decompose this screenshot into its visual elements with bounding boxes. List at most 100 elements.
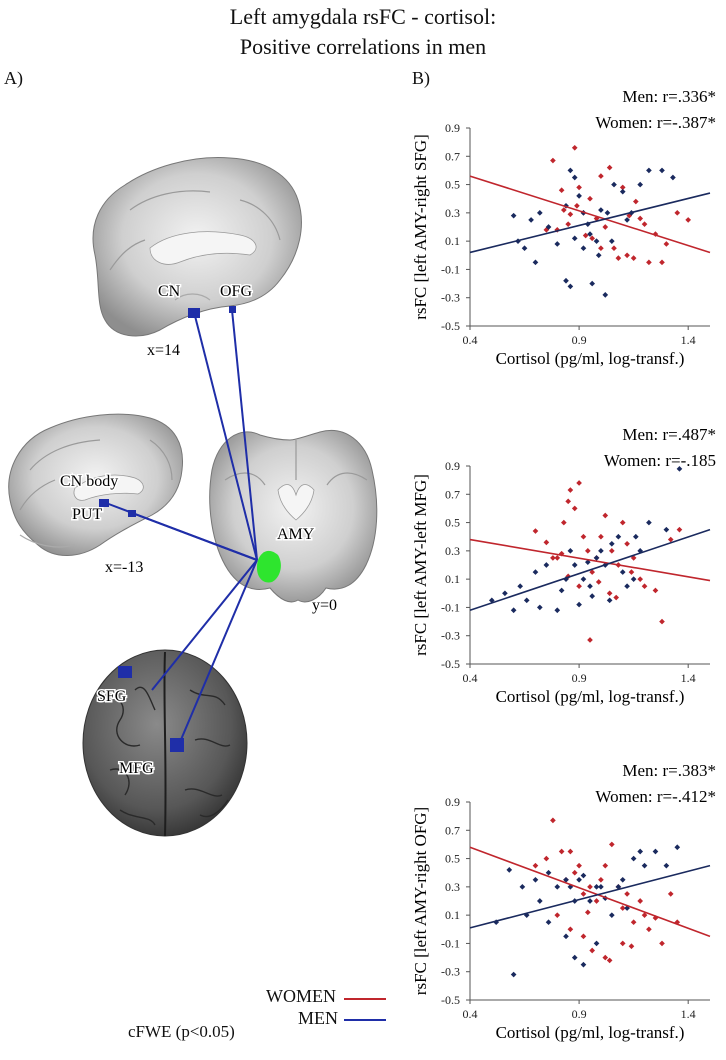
- scatter-plot-left-mfg: Men: r=.487* Women: r=-.185 -0.5 -0.3 -0.1 0.…: [411, 428, 716, 706]
- scatter-point: [576, 601, 582, 608]
- scatter-point: [587, 884, 593, 890]
- y-tick-label: -0.5: [441, 657, 460, 671]
- scatter-plot-right-ofg: Men: r=.383* Women: r=-.412* -0.5 -0.3 -0.1 0…: [411, 764, 716, 1042]
- scatter-point: [506, 867, 513, 873]
- scatter-point: [554, 912, 561, 918]
- scatter-point: [574, 202, 580, 209]
- scatter-point: [543, 855, 550, 862]
- scatter-point: [589, 280, 596, 287]
- scatter-point: [532, 876, 539, 883]
- label-x14: x=14: [147, 342, 180, 359]
- scatter-point: [646, 167, 652, 174]
- regression-line: [469, 528, 711, 612]
- scatter-point: [576, 876, 582, 883]
- regression-line: [469, 538, 711, 582]
- correlation-annotation: Men: r=.336*: [622, 90, 716, 106]
- connectivity-lines: [105, 309, 258, 743]
- x-axis-label: Cortisol (pg/ml, log-transf.): [496, 349, 685, 368]
- scatter-point: [587, 637, 593, 643]
- scatter-point: [624, 252, 630, 259]
- correlation-annotation: Men: r=.487*: [622, 428, 716, 444]
- label-y0: y=0: [312, 597, 337, 614]
- y-tick-label: 0.7: [445, 823, 460, 837]
- y-tick-label: 0.5: [445, 852, 460, 866]
- scatter-point: [602, 224, 609, 230]
- x-tick-label: 1.4: [681, 333, 696, 347]
- scatter-point: [543, 562, 550, 568]
- footnote-cfwe: cFWE (p<0.05): [128, 1022, 235, 1041]
- x-tick-label: 0.9: [572, 333, 587, 347]
- x-axis-label: Cortisol (pg/ml, log-transf.): [496, 687, 685, 706]
- scatter-point: [632, 533, 639, 540]
- legend-women-label: WOMEN: [266, 986, 336, 1006]
- scatter-point: [619, 188, 626, 195]
- scatter-point: [641, 862, 648, 869]
- scatter-point: [637, 576, 644, 582]
- legend-men-label: MEN: [298, 1008, 338, 1028]
- panel-a-label: A): [4, 68, 23, 88]
- scatter-point: [545, 919, 552, 926]
- label-sfg: SFG: [97, 688, 127, 705]
- scatter-point: [674, 210, 681, 216]
- scatter-point: [608, 238, 615, 244]
- scatter-point: [619, 569, 626, 575]
- scatter-point: [580, 533, 587, 540]
- scatter-point: [536, 210, 543, 216]
- scatter-point: [580, 872, 587, 879]
- scatter-point: [598, 548, 604, 554]
- scatter-point: [571, 869, 578, 876]
- scatter-point: [598, 207, 604, 213]
- scatter-point: [608, 540, 615, 547]
- scatter-point: [554, 884, 561, 890]
- scatter-point: [560, 519, 567, 526]
- scatter-point: [659, 167, 665, 174]
- scatter-point: [604, 210, 611, 216]
- scatter-point: [615, 533, 622, 540]
- scatter-point: [584, 548, 591, 554]
- scatter-point: [628, 943, 635, 950]
- label-amy: AMY: [277, 526, 315, 543]
- scatter-point: [613, 594, 620, 601]
- x-tick-label: 0.4: [463, 671, 478, 685]
- scatter-point: [536, 898, 543, 904]
- y-tick-label: -0.1: [441, 600, 460, 614]
- scatter-point: [598, 884, 604, 890]
- scatter-point: [558, 848, 565, 855]
- scatter-point: [663, 241, 670, 247]
- scatter-point: [589, 569, 596, 575]
- scatter-point: [646, 926, 652, 933]
- y-tick-label: 0.7: [445, 487, 460, 501]
- scatter-point: [576, 480, 582, 486]
- scatter-point: [567, 167, 574, 174]
- scatter-point: [543, 539, 550, 546]
- label-cn: CN: [158, 283, 181, 300]
- scatter-point: [519, 884, 526, 890]
- scatter-point: [598, 173, 604, 179]
- scatter-plot-right-sfg: Men: r=.336* Women: r=-.387* -0.5 -0.3 -0.1 0…: [411, 90, 716, 368]
- scatter-point: [502, 590, 508, 597]
- scatter-point: [528, 217, 534, 223]
- scatter-point: [619, 519, 626, 526]
- scatter-point: [619, 876, 626, 883]
- label-ofg: OFG: [220, 283, 252, 300]
- scatter-point: [576, 583, 582, 590]
- scatter-point: [630, 255, 637, 261]
- legend-women-line: [344, 998, 386, 1000]
- scatter-point: [580, 891, 587, 897]
- scatter-point: [624, 891, 630, 897]
- y-tick-label: 0.3: [445, 206, 460, 220]
- ofg-cluster-marker: [229, 306, 236, 313]
- scatter-point: [580, 933, 587, 940]
- scatter-point: [595, 579, 602, 585]
- y-tick-label: 0.5: [445, 516, 460, 530]
- scatter-point: [606, 164, 613, 171]
- scatter-point: [532, 569, 539, 575]
- dorsal-surface-view: SFG MFG: [82, 649, 248, 837]
- scatter-point: [628, 569, 635, 575]
- y-tick-label: 0.9: [445, 459, 460, 473]
- y-tick-label: 0.1: [445, 572, 460, 586]
- scatter-point: [593, 940, 600, 947]
- y-axis-label: rsFC [left AMY-left MFG]: [411, 474, 430, 656]
- y-tick-label: -0.1: [441, 262, 460, 276]
- y-tick-label: 0.3: [445, 880, 460, 894]
